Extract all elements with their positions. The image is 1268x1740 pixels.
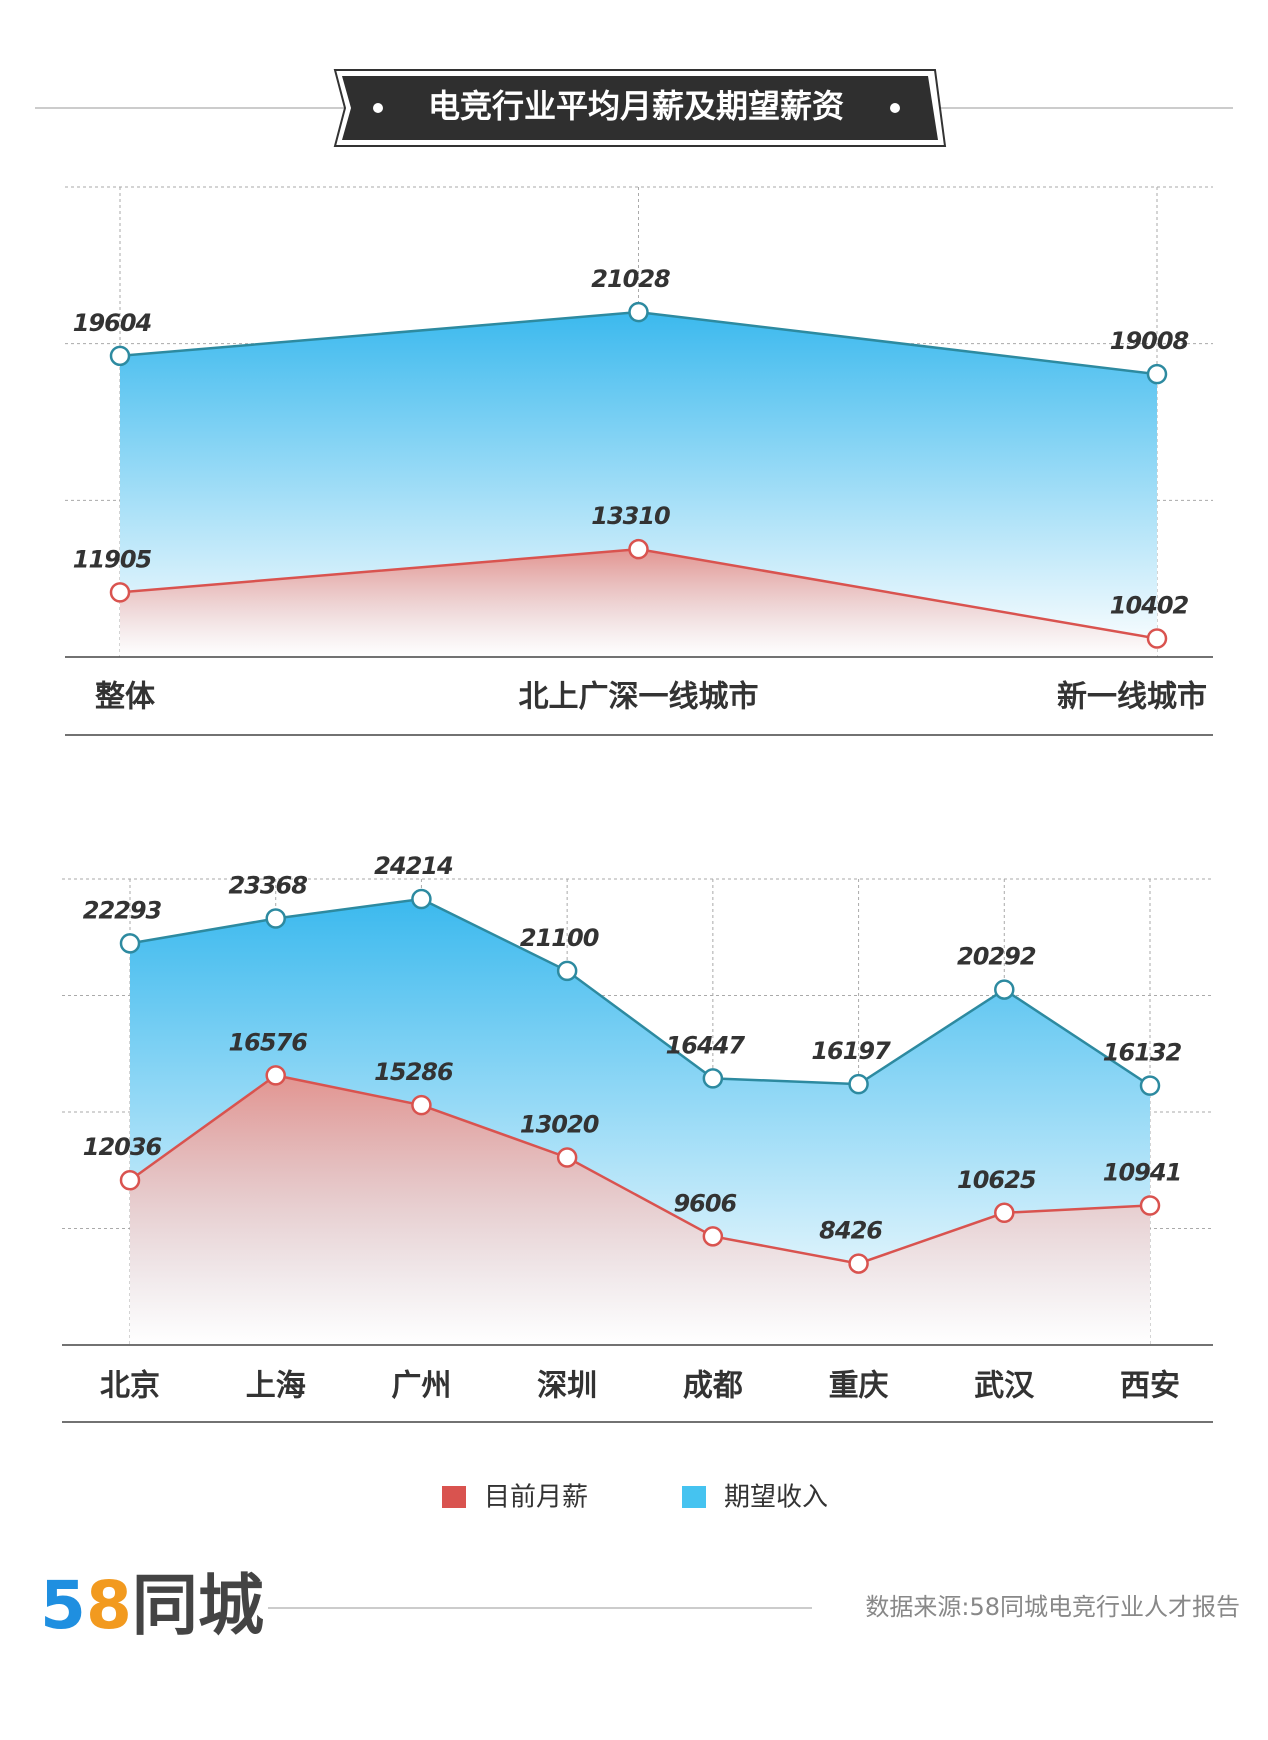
value-label: 10402 (1110, 592, 1189, 620)
value-label: 13310 (591, 502, 670, 530)
value-label: 22293 (83, 896, 162, 924)
value-label: 21028 (591, 265, 670, 293)
x-tick-label: 武汉 (974, 1369, 1035, 1404)
x-tick-label: 成都 (683, 1369, 743, 1404)
x-tick-label: 重庆 (829, 1369, 889, 1404)
x-tick-label: 整体 (95, 680, 156, 715)
legend: 目前月薪 期望收入 (442, 1483, 828, 1513)
point (119, 1169, 141, 1191)
value-label: 15286 (374, 1058, 453, 1086)
x-tick-label: 北上广深一线城市 (519, 680, 759, 715)
logo: 58同城 (40, 1567, 264, 1644)
point (411, 1094, 432, 1116)
point (1139, 1195, 1161, 1216)
value-label: 9606 (673, 1189, 736, 1217)
title-bullet (890, 103, 900, 113)
value-label: 16132 (1103, 1039, 1182, 1067)
area (130, 1075, 1150, 1345)
point (411, 888, 432, 910)
point (702, 1068, 724, 1089)
point (848, 1073, 869, 1095)
point (265, 1065, 286, 1086)
title: 电竞行业平均月薪及期望薪资 (428, 87, 844, 125)
point (556, 1147, 578, 1168)
x-tick-label: 上海 (246, 1369, 306, 1404)
x-tick-label: 西安 (1120, 1369, 1180, 1404)
point (1146, 628, 1168, 649)
value-label: 12036 (83, 1133, 162, 1161)
point (109, 582, 131, 603)
line (129, 1074, 1151, 1265)
point (702, 1226, 724, 1247)
value-label: 10625 (957, 1166, 1036, 1194)
point (1139, 1075, 1161, 1096)
line (129, 897, 1151, 1087)
point (109, 345, 131, 367)
value-label: 13020 (520, 1110, 599, 1138)
value-label: 8426 (819, 1217, 882, 1245)
point (119, 933, 141, 954)
point (556, 960, 578, 982)
point (994, 1202, 1015, 1224)
point (628, 301, 649, 323)
legend-swatch (682, 1486, 706, 1508)
logo-part: 5 (40, 1567, 86, 1644)
value-label: 19008 (1110, 327, 1189, 355)
logo-part: 8 (86, 1567, 132, 1644)
area (120, 549, 1157, 657)
source: 数据来源:58同城电竞行业人才报告 (865, 1593, 1240, 1621)
value-label: 23368 (228, 872, 307, 900)
point (628, 538, 649, 560)
x-tick-label: 新一线城市 (1057, 680, 1207, 715)
legend-swatch (442, 1486, 466, 1508)
value-label: 24214 (374, 852, 453, 880)
x-tick-label: 深圳 (537, 1369, 597, 1404)
title-banner (342, 76, 938, 140)
value-label: 16197 (811, 1037, 891, 1065)
point (265, 908, 286, 929)
point (994, 979, 1015, 1000)
title-bullet (373, 103, 383, 113)
value-label: 10941 (1103, 1159, 1182, 1187)
legend-label: 期望收入 (724, 1483, 828, 1513)
value-label: 16447 (666, 1031, 746, 1059)
value-label: 16576 (228, 1028, 307, 1056)
point (848, 1253, 869, 1274)
point (1146, 363, 1168, 385)
value-label: 20292 (957, 943, 1036, 971)
x-tick-label: 广州 (391, 1369, 451, 1404)
x-tick-label: 北京 (100, 1369, 160, 1404)
value-label: 21100 (520, 924, 599, 952)
logo-part: 同城 (132, 1567, 264, 1644)
value-label: 11905 (73, 545, 152, 573)
legend-label: 目前月薪 (484, 1483, 588, 1513)
value-label: 19604 (73, 309, 152, 337)
